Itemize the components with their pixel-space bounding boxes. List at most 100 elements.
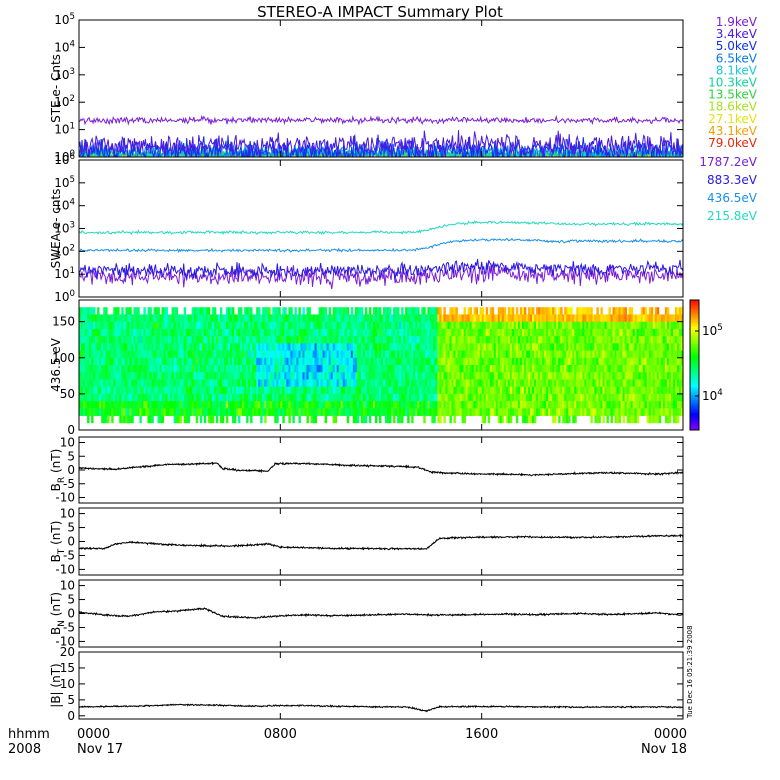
heatmap-cell <box>626 343 630 351</box>
heatmap-cell <box>262 336 265 344</box>
heatmap-cell <box>137 379 140 388</box>
heatmap-cell <box>79 386 82 395</box>
heatmap-cell <box>525 336 529 344</box>
heatmap-cell <box>610 372 613 380</box>
heatmap-cell <box>266 372 269 380</box>
heatmap-cell <box>219 321 223 330</box>
heatmap-cell <box>562 314 565 323</box>
colorbar-frame <box>689 299 700 431</box>
heatmap-cell <box>457 336 460 344</box>
heatmap-cell <box>646 372 650 380</box>
heatmap-cell <box>368 350 372 359</box>
heatmap-cell <box>85 336 88 344</box>
heatmap-cell <box>165 357 168 366</box>
heatmap-cell <box>435 336 438 344</box>
heatmap-cell <box>113 314 116 323</box>
heatmap-cell <box>225 401 229 409</box>
heatmap-cell <box>616 328 619 337</box>
heatmap-cell <box>523 365 527 373</box>
heatmap-cell <box>664 343 668 351</box>
colorbar-segment <box>690 414 699 418</box>
heatmap-cell <box>614 365 617 373</box>
heatmap-cell <box>310 314 313 323</box>
heatmap-cell <box>409 393 412 402</box>
heatmap-cell <box>298 401 301 409</box>
heatmap-cell <box>203 386 207 395</box>
heatmap-cell <box>666 386 670 395</box>
heatmap-cell <box>135 336 138 344</box>
heatmap-cell <box>600 379 603 388</box>
heatmap-cell <box>658 401 662 409</box>
heatmap-cell <box>600 307 603 315</box>
heatmap-cell <box>608 307 611 315</box>
heatmap-cell <box>604 393 607 402</box>
heatmap-cell <box>282 408 285 416</box>
heatmap-cell <box>223 393 227 402</box>
heatmap-cell <box>356 321 360 330</box>
heatmap-cell <box>519 321 523 330</box>
heatmap-cell <box>467 307 470 315</box>
heatmap-cell <box>278 372 281 380</box>
heatmap-cell <box>354 343 358 351</box>
heatmap-cell <box>453 357 456 366</box>
heatmap-cell <box>199 365 203 373</box>
heatmap-cell <box>366 401 370 409</box>
heatmap-cell <box>123 408 126 416</box>
heatmap-cell <box>618 401 621 409</box>
heatmap-cell <box>467 386 470 395</box>
heatmap-cell <box>542 328 545 337</box>
heatmap-cell <box>493 386 497 395</box>
heatmap-cell <box>521 401 525 409</box>
heatmap-cell <box>461 336 464 344</box>
heatmap-cell <box>439 314 442 323</box>
heatmap-cell <box>336 336 340 344</box>
heatmap-cell <box>105 314 108 323</box>
heatmap-cell <box>513 350 517 359</box>
heatmap-cell <box>111 336 114 344</box>
heatmap-cell <box>258 328 261 337</box>
heatmap-cell <box>572 401 575 409</box>
heatmap-cell <box>145 379 148 388</box>
heatmap-cell <box>254 365 257 373</box>
heatmap-cell <box>383 372 386 380</box>
heatmap-cell <box>652 328 656 337</box>
heatmap-cell <box>668 314 672 323</box>
heatmap-cell <box>399 343 402 351</box>
heatmap-cell <box>360 321 364 330</box>
heatmap-cell <box>521 408 525 416</box>
series-line-bmag <box>79 703 683 713</box>
heatmap-cell <box>509 357 513 366</box>
heatmap-cell <box>264 415 267 424</box>
heatmap-cell <box>550 343 553 351</box>
heatmap-cell <box>556 321 559 330</box>
heatmap-cell <box>564 328 567 337</box>
heatmap-cell <box>600 386 603 395</box>
heatmap-cell <box>362 328 366 337</box>
heatmap-cell <box>147 408 150 416</box>
heatmap-cell <box>658 415 662 424</box>
heatmap-cell <box>161 393 164 402</box>
heatmap-cell <box>79 393 82 402</box>
heatmap-cell <box>101 408 104 416</box>
heatmap-cell <box>97 386 100 395</box>
heatmap-cell <box>497 336 501 344</box>
heatmap-cell <box>517 350 521 359</box>
heatmap-cell <box>419 328 422 337</box>
heatmap-cell <box>546 393 549 402</box>
heatmap-cell <box>139 415 142 424</box>
heatmap-cell <box>97 393 100 402</box>
heatmap-cell <box>586 328 589 337</box>
heatmap-cell <box>296 336 299 344</box>
heatmap-cell <box>499 365 503 373</box>
heatmap-cell <box>630 415 634 424</box>
heatmap-cell <box>89 314 92 323</box>
heatmap-cell <box>215 328 219 337</box>
heatmap-cell <box>435 372 438 380</box>
heatmap-cell <box>425 393 428 402</box>
heatmap-cell <box>425 379 428 388</box>
heatmap-cell <box>517 393 521 402</box>
heatmap-cell <box>318 307 321 315</box>
heatmap-cell <box>439 357 442 366</box>
heatmap-cell <box>634 314 638 323</box>
